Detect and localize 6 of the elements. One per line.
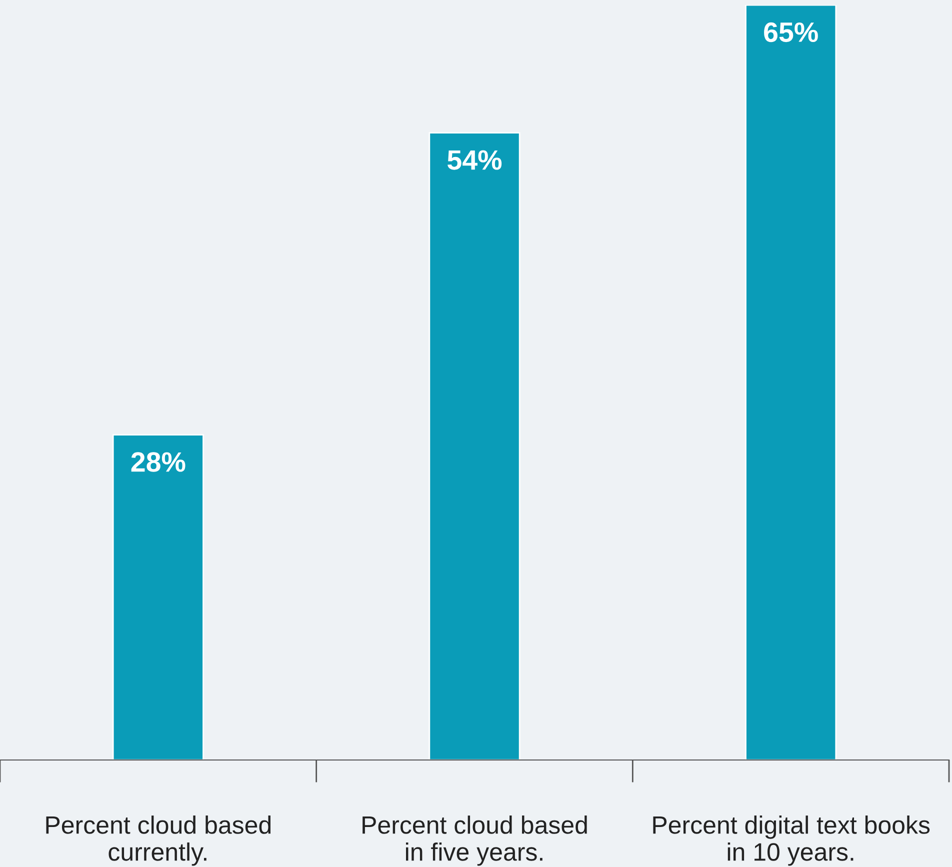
x-tick-label: Percent cloud based in five years. [362, 816, 587, 866]
data-label: 54% [448, 150, 502, 170]
x-tick-label: Percent cloud based currently. [46, 816, 271, 866]
x-tick-label: Percent digital text books in 10 years. [653, 816, 930, 866]
data-label: 65% [764, 22, 818, 42]
data-label: 28% [131, 452, 186, 472]
